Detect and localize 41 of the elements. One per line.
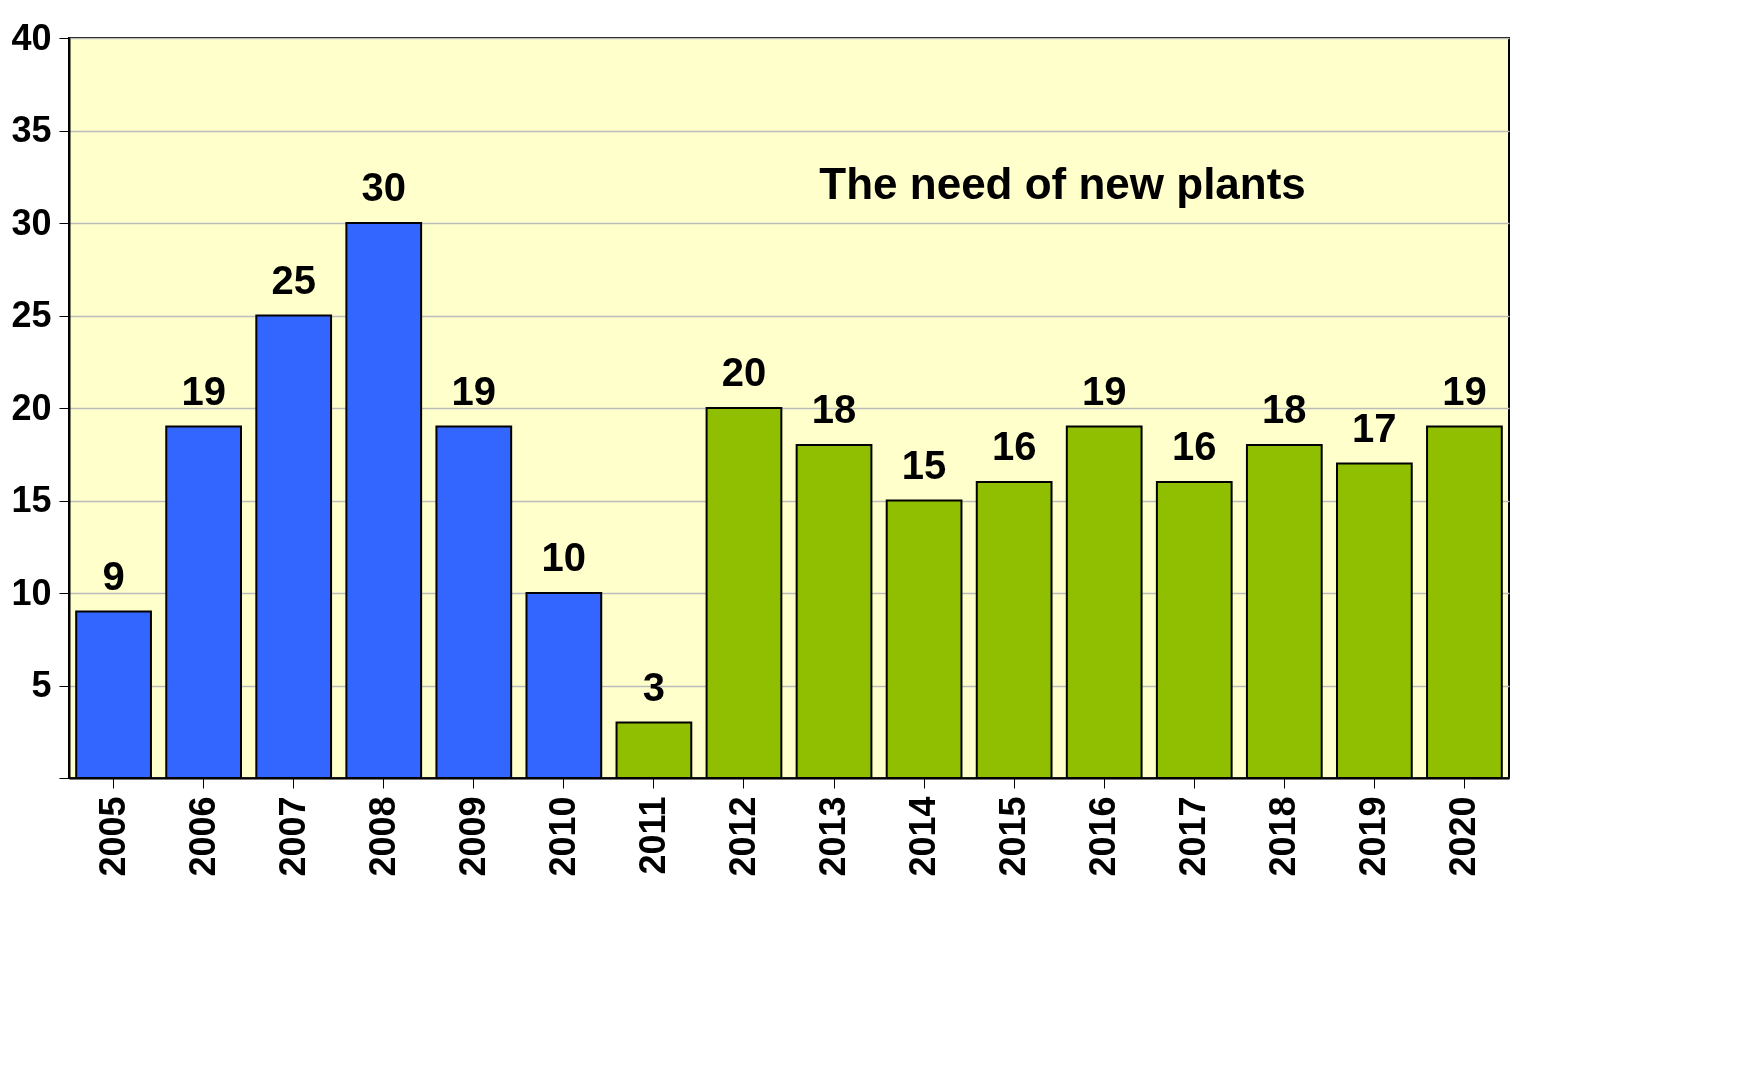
data-label: 19 [451,368,497,413]
data-label: 15 [901,442,947,487]
x-tick-label: 2009 [451,796,493,877]
data-label: 10 [541,535,587,579]
data-label: 18 [811,387,857,431]
x-tick-label: 2005 [91,796,133,877]
data-label: 25 [271,257,316,302]
y-tick-label: 15 [11,479,52,520]
y-tick-label: 40 [11,16,52,58]
x-tick-label: 2016 [1082,796,1124,877]
x-tick-label: 2013 [812,796,854,877]
data-label: 19 [1081,368,1127,413]
y-tick-label: 30 [11,201,52,243]
data-label: 16 [991,424,1037,468]
x-tick-label: 2017 [1172,796,1214,877]
data-label: 18 [1262,387,1307,431]
x-tick-label: 2019 [1352,796,1394,877]
data-label: 19 [1442,368,1487,413]
y-tick-label: 35 [11,109,52,150]
x-tick-label: 2008 [361,796,403,877]
x-tick-label: 2012 [721,796,763,877]
x-tick-label: 2011 [631,796,673,875]
data-label: 17 [1352,405,1397,450]
x-tick-label: 2007 [271,796,313,877]
x-tick-label: 2006 [181,796,223,877]
data-label: 16 [1172,424,1217,468]
x-tick-label: 2010 [541,796,583,877]
y-tick-label: 20 [11,386,52,428]
data-label: 20 [721,350,767,394]
y-tick-label: 5 [31,664,52,705]
x-tick-label: 2020 [1442,796,1484,877]
data-label: 30 [361,165,406,209]
data-label: 3 [642,664,666,709]
y-tick-label: 10 [11,571,52,613]
data-label: 19 [181,368,226,413]
data-label: 9 [102,553,125,598]
x-tick-label: 2015 [992,796,1034,877]
annotation: The need of new plants [819,159,1306,208]
x-tick-label: 2018 [1262,796,1304,877]
x-tick-label: 2014 [902,796,944,877]
y-tick-label: 25 [11,294,52,335]
